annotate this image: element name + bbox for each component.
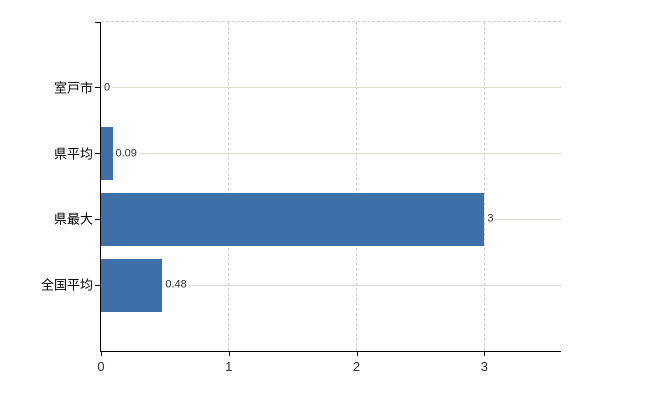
value-label: 0 (102, 81, 113, 95)
x-axis-tick (228, 351, 230, 356)
bar (101, 127, 113, 181)
value-label: 3 (485, 212, 496, 226)
y-axis-tick (95, 87, 101, 89)
x-axis-tick (484, 351, 486, 356)
plot-top-border (101, 21, 561, 22)
value-label: 0.09 (113, 147, 139, 161)
x-axis-tick-label: 2 (352, 359, 361, 374)
vertical-gridline (483, 22, 485, 351)
y-axis-top-tick (95, 22, 101, 23)
bar (101, 258, 163, 312)
x-axis-tick-label: 3 (480, 359, 488, 374)
y-axis-tick (95, 153, 101, 155)
category-label: 県最大 (53, 211, 93, 227)
horizontal-gridline (101, 153, 561, 155)
x-axis-tick-label: 0 (97, 359, 105, 374)
category-label: 全国平均 (40, 277, 93, 293)
x-axis-tick (356, 351, 358, 356)
plot-area: 0 1 2 3 室戸市 0 県平均 0.09 県最大 3 全国平均 0.48 (41, 21, 561, 374)
bar (101, 192, 485, 246)
x-axis-tick (101, 351, 102, 356)
vertical-gridline (356, 22, 358, 351)
vertical-gridline (228, 22, 230, 351)
y-axis-tick (95, 218, 101, 220)
horizontal-gridline (101, 87, 561, 89)
y-axis-tick (95, 284, 101, 286)
category-label: 室戸市 (53, 80, 93, 96)
value-label: 0.48 (163, 278, 189, 292)
x-axis-tick-label: 1 (225, 359, 233, 374)
category-label: 県平均 (53, 146, 93, 162)
horizontal-gridline (101, 284, 561, 286)
